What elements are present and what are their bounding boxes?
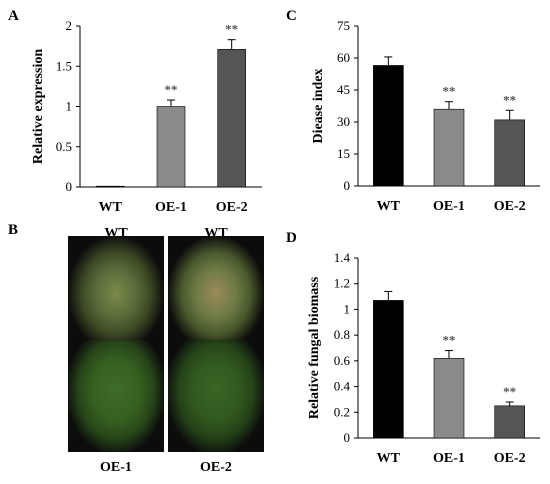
chart-d-y-axis-label: Relative fungal biomass (307, 276, 322, 419)
plant-photo-wt-left (68, 236, 164, 340)
chart-d-bar-wt (373, 300, 404, 439)
chart-d-ytick-label: 1.2 (334, 276, 350, 291)
panel-letter-b: B (8, 222, 19, 238)
plant-photo-oe2 (168, 340, 264, 452)
panel-letter-a: A (8, 8, 19, 24)
chart-d-bar-oe-2 (494, 405, 525, 439)
chart-a-ytick-label: 0.5 (56, 139, 72, 154)
plant-photo-oe1 (68, 340, 164, 452)
chart-a-bar-wt (96, 185, 125, 188)
chart-d-ytick-label: 0 (344, 430, 351, 445)
chart-a-significance-mark: ** (165, 82, 178, 97)
chart-c-ytick-label: 60 (337, 50, 350, 65)
chart-a-ytick-label: 0 (66, 179, 73, 194)
chart-c-bar-oe-1 (433, 108, 465, 187)
chart-c-ytick-label: 30 (337, 114, 350, 129)
chart-d-ytick-label: 1 (344, 301, 351, 316)
chart-a-category-label: WT (99, 200, 123, 215)
chart-c-bar-wt (373, 65, 404, 187)
photo-label-wt-right: WT (204, 226, 228, 241)
chart-c-ytick-label: 45 (337, 82, 350, 97)
chart-c-ytick-label: 0 (344, 178, 351, 193)
photo-label-wt-left: WT (104, 226, 128, 241)
photo-label-oe1: OE-1 (100, 460, 132, 475)
chart-a-ytick-label: 1 (66, 99, 73, 114)
chart-c-category-label: OE-1 (433, 199, 465, 214)
photo-divider (164, 236, 168, 452)
panel-letter-c: C (286, 8, 297, 24)
chart-d-category-label: OE-1 (433, 451, 465, 466)
chart-d-ytick-label: 0.2 (334, 404, 350, 419)
chart-d-ytick-label: 1.4 (334, 250, 351, 265)
chart-d-category-label: WT (377, 451, 401, 466)
chart-a-y-axis-label: Relative expression (31, 49, 46, 164)
chart-d-category-label: OE-2 (494, 451, 526, 466)
chart-d-ytick-label: 0.6 (334, 353, 351, 368)
panel-letter-d: D (286, 230, 297, 246)
chart-d-bar-oe-1 (433, 357, 465, 439)
chart-a-bar-oe-2 (217, 49, 246, 188)
chart-a-ytick-label: 1.5 (56, 58, 72, 73)
chart-c-category-label: OE-2 (494, 199, 526, 214)
chart-a-significance-mark: ** (225, 22, 238, 37)
chart-c-category-label: WT (377, 199, 401, 214)
chart-c-ytick-label: 15 (337, 146, 350, 161)
chart-d-ytick-label: 0.8 (334, 327, 350, 342)
chart-a-category-label: OE-2 (216, 200, 248, 215)
chart-c-significance-mark: ** (443, 84, 456, 99)
plant-photo-wt-right (168, 236, 264, 340)
chart-c-significance-mark: ** (503, 92, 516, 107)
chart-d-ytick-label: 0.4 (334, 379, 351, 394)
chart-a-category-label: OE-1 (155, 200, 187, 215)
chart-d-significance-mark: ** (443, 333, 456, 348)
chart-a-bar-oe-1 (156, 106, 186, 188)
chart-c-ytick-label: 75 (337, 18, 350, 33)
chart-c-y-axis-label: Diease index (311, 68, 326, 143)
chart-a-ytick-label: 2 (66, 18, 73, 33)
chart-c-bar-oe-2 (494, 119, 525, 187)
photo-label-oe2: OE-2 (200, 460, 232, 475)
chart-d-significance-mark: ** (503, 384, 516, 399)
